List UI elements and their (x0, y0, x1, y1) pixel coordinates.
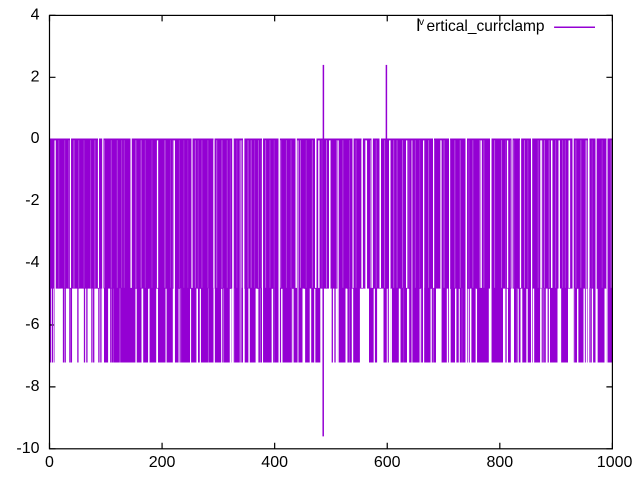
svg-text:-6: -6 (25, 316, 39, 333)
svg-text:ertical_currclamp: ertical_currclamp (427, 18, 545, 35)
svg-text:4: 4 (31, 6, 40, 23)
svg-text:1000: 1000 (597, 454, 633, 471)
svg-text:200: 200 (149, 454, 176, 471)
svg-text:0: 0 (45, 454, 54, 471)
svg-text:-10: -10 (16, 440, 39, 457)
svg-text:-2: -2 (25, 192, 39, 209)
svg-text:400: 400 (261, 454, 288, 471)
svg-text:800: 800 (486, 454, 513, 471)
svg-text:-8: -8 (25, 378, 39, 395)
svg-text:-4: -4 (25, 254, 39, 271)
svg-text:2: 2 (31, 68, 40, 85)
svg-text:600: 600 (374, 454, 401, 471)
svg-text:0: 0 (31, 130, 40, 147)
svg-text:v: v (419, 16, 425, 28)
